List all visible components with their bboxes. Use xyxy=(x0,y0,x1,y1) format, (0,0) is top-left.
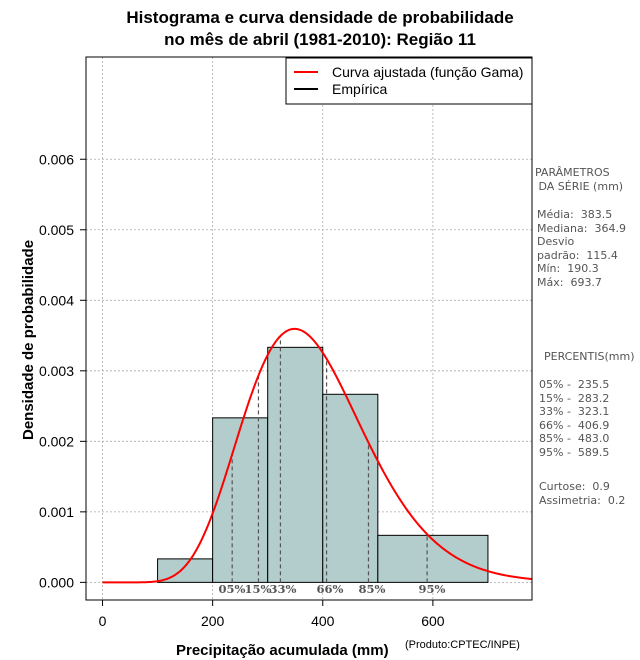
percentile-label-05%: 05% xyxy=(219,582,246,596)
pct-66: 66% - 406.9 xyxy=(539,418,610,432)
histogram-bar-4 xyxy=(377,534,489,583)
params-title-line1: PARÂMETROS xyxy=(535,166,610,179)
moments-values: Curtose: 0.9 Assimetria: 0.2 xyxy=(539,480,625,507)
params-values: Média: 383.5 Mediana: 364.9 Desvio padrã… xyxy=(537,208,626,290)
x-tick-label-2: 400 xyxy=(311,613,335,629)
histogram-bar-3 xyxy=(322,393,379,583)
pct-95: 95% - 589.5 xyxy=(539,445,610,459)
x-axis-label: Precipitação acumulada (mm) xyxy=(176,642,389,659)
y-tick-label-4: 0.004 xyxy=(39,292,74,308)
y-axis-label: Densidade de probabilidade xyxy=(20,239,37,440)
percentis-values: 05% - 235.5 15% - 283.2 33% - 323.1 66% … xyxy=(539,378,609,460)
stat-min: Mín: 190.3 xyxy=(537,262,599,276)
stat-curtose: Curtose: 0.9 xyxy=(539,480,610,493)
y-tick-label-2: 0.002 xyxy=(39,433,74,449)
params-title-line2: DA SÉRIE (mm) xyxy=(535,179,624,193)
legend-box xyxy=(285,57,533,105)
chart-title-line1: Histograma e curva densidade de probabil… xyxy=(126,8,514,27)
y-tick-label-6: 0.006 xyxy=(39,151,74,167)
credit-label: (Produto:CPTEC/INPE) xyxy=(405,639,520,651)
stat-mediana: Mediana: 364.9 xyxy=(537,221,626,235)
y-tick-label-5: 0.005 xyxy=(39,222,74,238)
pct-33: 33% - 323.1 xyxy=(539,405,610,419)
pct-85: 85% - 483.0 xyxy=(539,432,610,446)
params-title: PARÂMETROS DA SÉRIE (mm) xyxy=(535,166,623,193)
fitted-gamma-curve xyxy=(102,327,533,584)
percentile-label-15%: 15% xyxy=(245,582,272,596)
histogram-bar-2 xyxy=(267,346,324,583)
histogram-bar-1 xyxy=(212,417,269,583)
pct-15: 15% - 283.2 xyxy=(539,391,610,405)
legend-label-0: Curva ajustada (função Gama) xyxy=(332,64,523,80)
stat-desvio-1: Desvio xyxy=(537,235,575,249)
y-tick-label-1: 0.001 xyxy=(39,504,74,520)
percentile-label-66%: 66% xyxy=(317,582,344,596)
pct-05: 05% - 235.5 xyxy=(539,378,610,391)
percentile-label-85%: 85% xyxy=(359,582,386,596)
percentile-label-95%: 95% xyxy=(419,582,446,596)
x-tick-label-3: 600 xyxy=(421,613,445,629)
stat-assimetria: Assimetria: 0.2 xyxy=(539,493,626,507)
y-tick-label-0: 0.000 xyxy=(39,574,74,590)
percentile-label-33%: 33% xyxy=(270,582,297,596)
legend-label-1: Empírica xyxy=(332,81,387,97)
stat-max: Máx: 693.7 xyxy=(537,275,602,289)
stat-media: Média: 383.5 xyxy=(537,208,613,221)
x-tick-label-0: 0 xyxy=(99,613,107,629)
percentis-title: PERCENTIS(mm) xyxy=(544,350,635,363)
chart-title-line2: no mês de abril (1981-2010): Região 11 xyxy=(164,30,476,49)
plot-border xyxy=(85,56,533,601)
x-tick-label-1: 200 xyxy=(201,613,225,629)
y-tick-label-3: 0.003 xyxy=(39,363,74,379)
stat-desvio-2: padrão: 115.4 xyxy=(537,248,618,262)
